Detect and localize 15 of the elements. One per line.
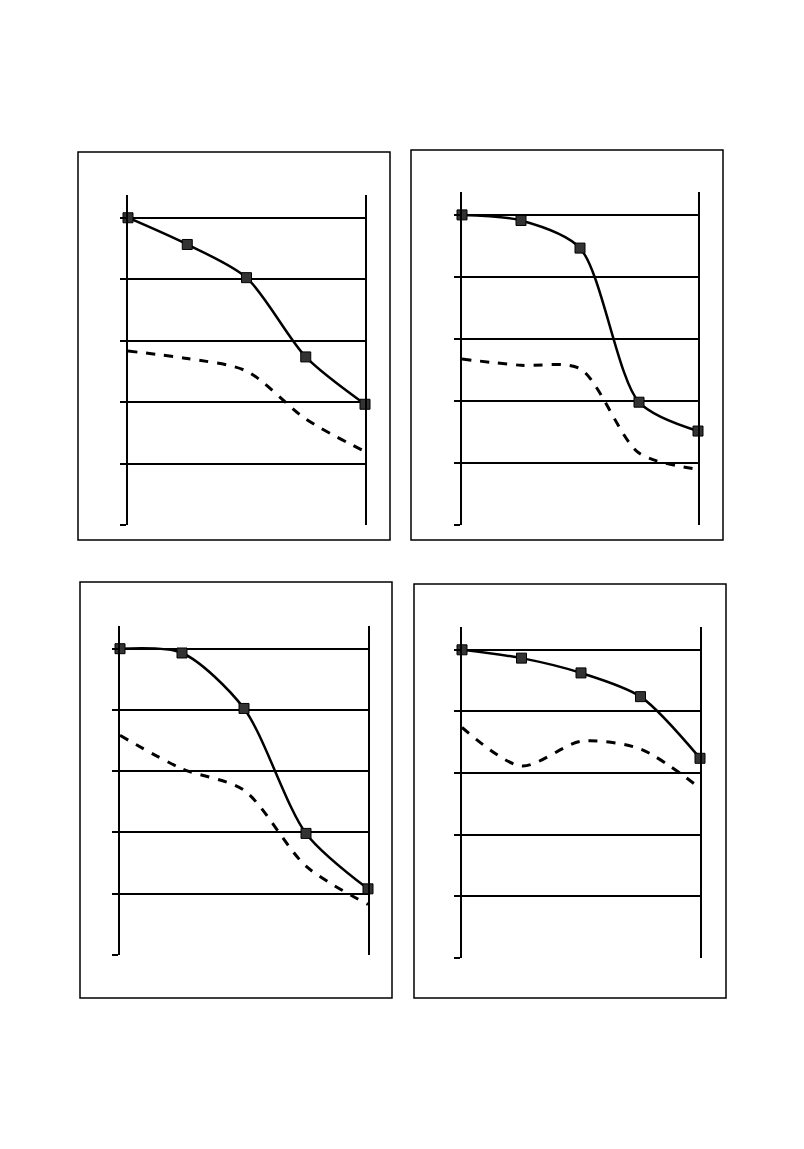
point (300, 351, 312, 363)
point (362, 883, 374, 895)
point (241, 272, 252, 284)
point (516, 652, 527, 664)
point (635, 691, 646, 703)
point (181, 238, 193, 250)
point (238, 702, 250, 714)
point (176, 647, 188, 659)
point (300, 827, 312, 839)
point (692, 425, 704, 437)
point (359, 398, 371, 410)
point (574, 242, 586, 254)
point (633, 396, 645, 408)
point (694, 752, 706, 764)
point (575, 667, 587, 679)
